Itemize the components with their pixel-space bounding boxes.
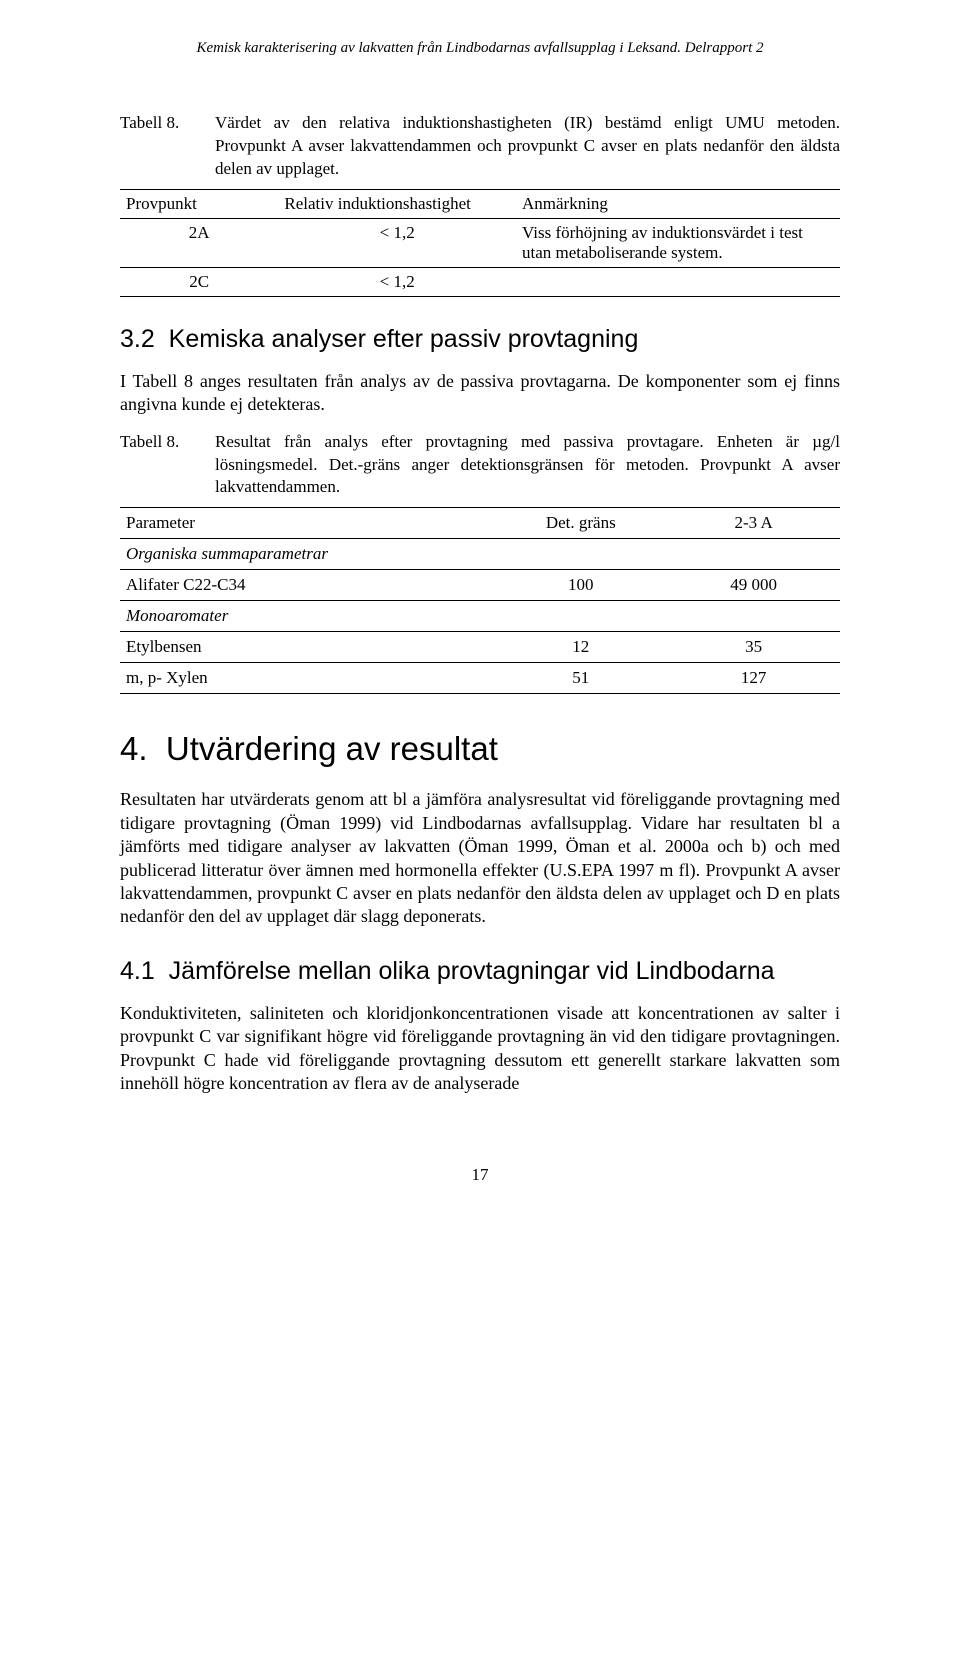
chapter4-body: Resultaten har utvärderats genom att bl …: [120, 788, 840, 928]
section-header: Monoaromater: [126, 606, 228, 625]
cell: Viss förhöjning av induktionsvärdet i te…: [516, 218, 840, 267]
table-row: 2C < 1,2: [120, 267, 840, 296]
page-header: Kemisk karakterisering av lakvatten från…: [120, 40, 840, 57]
table-row: m, p- Xylen 51 127: [120, 663, 840, 694]
table8-col-value: 2-3 A: [667, 508, 840, 539]
table7-caption: Tabell 8. Värdet av den relativa indukti…: [120, 112, 840, 181]
section-title: Jämförelse mellan olika provtagningar vi…: [169, 957, 775, 985]
table-row: Alifater C22-C34 100 49 000: [120, 570, 840, 601]
page-number: 17: [120, 1165, 840, 1185]
table-row: Monoaromater: [120, 601, 840, 632]
chapter-title: Utvärdering av resultat: [166, 730, 498, 767]
cell: 127: [667, 663, 840, 694]
table8-caption: Tabell 8. Resultat från analys efter pro…: [120, 431, 840, 500]
caption-text: Värdet av den relativa induktionshastigh…: [215, 112, 840, 181]
section-header: Organiska summaparametrar: [126, 544, 328, 563]
cell: < 1,2: [278, 267, 516, 296]
heading-4-1: 4.1 Jämförelse mellan olika provtagninga…: [120, 957, 840, 986]
heading-3-2: 3.2 Kemiska analyser efter passiv provta…: [120, 325, 840, 354]
table-row: Organiska summaparametrar: [120, 539, 840, 570]
cell: 100: [494, 570, 667, 601]
table7-col-provpunkt: Provpunkt: [120, 189, 278, 218]
table-row: Etylbensen 12 35: [120, 632, 840, 663]
section41-body: Konduktiviteten, saliniteten och kloridj…: [120, 1002, 840, 1096]
cell: [516, 267, 840, 296]
section-cell: Organiska summaparametrar: [120, 539, 840, 570]
cell: 49 000: [667, 570, 840, 601]
heading-4: 4. Utvärdering av resultat: [120, 730, 840, 768]
section-cell: Monoaromater: [120, 601, 840, 632]
section32-body: I Tabell 8 anges resultaten från analys …: [120, 370, 840, 417]
section-number: 4.1: [120, 957, 155, 985]
table7-col-anmarkning: Anmärkning: [516, 189, 840, 218]
cell: 2A: [120, 218, 278, 267]
cell: 12: [494, 632, 667, 663]
cell: Alifater C22-C34: [120, 570, 494, 601]
table8: Parameter Det. gräns 2-3 A Organiska sum…: [120, 507, 840, 694]
cell: < 1,2: [278, 218, 516, 267]
chapter-number: 4.: [120, 730, 148, 767]
caption-label: Tabell 8.: [120, 112, 215, 181]
cell: 2C: [120, 267, 278, 296]
table8-col-detgrans: Det. gräns: [494, 508, 667, 539]
caption-text: Resultat från analys efter provtagning m…: [215, 431, 840, 500]
cell: Etylbensen: [120, 632, 494, 663]
cell: m, p- Xylen: [120, 663, 494, 694]
section-number: 3.2: [120, 325, 155, 353]
table7: Provpunkt Relativ induktionshastighet An…: [120, 189, 840, 297]
table-row: 2A < 1,2 Viss förhöjning av induktionsvä…: [120, 218, 840, 267]
cell: 35: [667, 632, 840, 663]
table8-col-parameter: Parameter: [120, 508, 494, 539]
section-title: Kemiska analyser efter passiv provtagnin…: [169, 325, 639, 353]
caption-label: Tabell 8.: [120, 431, 215, 500]
table7-col-relativ: Relativ induktionshastighet: [278, 189, 516, 218]
cell: 51: [494, 663, 667, 694]
